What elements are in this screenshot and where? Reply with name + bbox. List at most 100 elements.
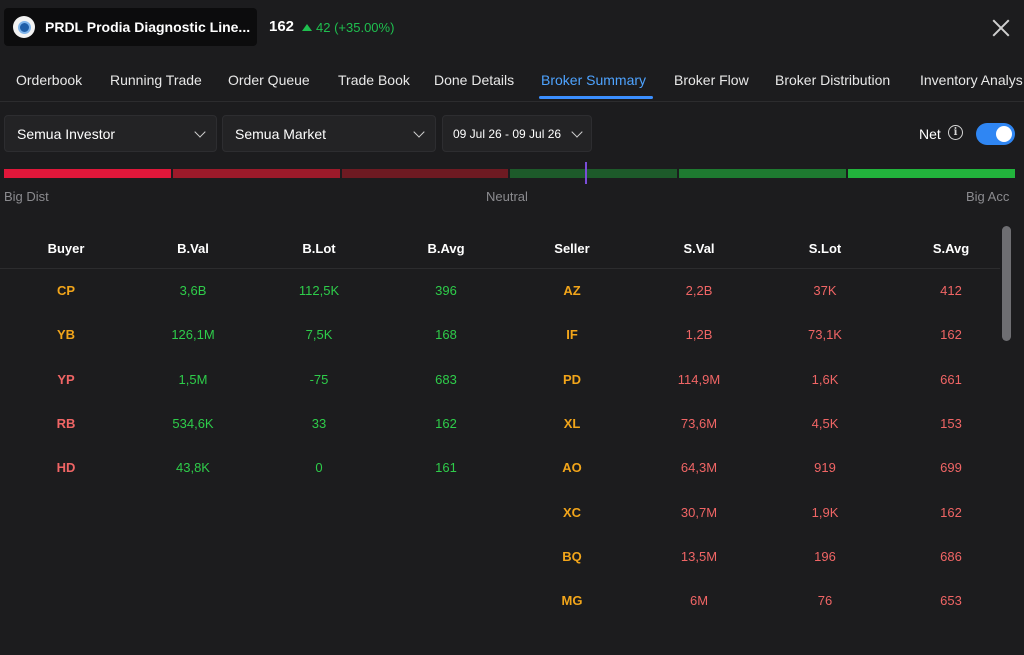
- close-icon[interactable]: [990, 17, 1012, 39]
- buyer-code: RB: [56, 415, 76, 431]
- seller-code: PD: [562, 371, 582, 387]
- seller-code: XC: [562, 504, 582, 520]
- header-buyer[interactable]: Buyer: [47, 241, 85, 256]
- toggle-knob: [996, 126, 1012, 142]
- net-label: Net: [919, 126, 941, 142]
- investor-select[interactable]: Semua Investor: [4, 115, 217, 152]
- meter-segment: [848, 169, 1015, 178]
- sell-lot: 919: [814, 460, 836, 476]
- table-row[interactable]: CP 3,6B 112,5K 396 AZ 2,2B 37K 412: [0, 283, 1000, 327]
- sell-value: 64,3M: [680, 460, 718, 476]
- sell-value: 30,7M: [680, 504, 718, 520]
- buy-average: 168: [435, 327, 457, 343]
- tab-broker-flow[interactable]: Broker Flow: [674, 72, 749, 88]
- buyer-code: HD: [56, 460, 76, 476]
- ticker-selector[interactable]: PRDL Prodia Diagnostic Line...: [4, 8, 257, 46]
- sell-average: 412: [940, 283, 962, 298]
- table-row[interactable]: XC 30,7M 1,9K 162: [0, 505, 1000, 549]
- buy-average: 683: [435, 371, 457, 387]
- buyer-code: YP: [57, 371, 75, 387]
- tab-inventory-analysis[interactable]: Inventory Analys: [920, 72, 1023, 88]
- tab-bar: Orderbook Running Trade Order Queue Trad…: [0, 58, 1024, 102]
- chevron-down-icon: [413, 125, 425, 138]
- buy-value: 534,6K: [172, 415, 214, 431]
- sell-value: 73,6M: [680, 415, 718, 431]
- header: PRDL Prodia Diagnostic Line... 162 42 (+…: [0, 0, 1024, 56]
- buy-lot: 112,5K: [298, 283, 340, 298]
- meter-segment: [341, 169, 509, 178]
- info-icon[interactable]: i: [948, 125, 963, 140]
- header-seller[interactable]: Seller: [554, 241, 590, 256]
- buy-lot: 7,5K: [305, 327, 333, 343]
- table-row[interactable]: MG 6M 76 653: [0, 593, 1000, 637]
- sell-average: 162: [940, 327, 962, 343]
- table-row[interactable]: BQ 13,5M 196 686: [0, 549, 1000, 593]
- sell-average: 661: [940, 371, 962, 387]
- chevron-down-icon: [194, 125, 206, 138]
- tab-trade-book[interactable]: Trade Book: [338, 72, 410, 88]
- sell-lot: 73,1K: [808, 327, 842, 343]
- company-logo-icon: [13, 16, 35, 38]
- buy-value: 1,5M: [178, 371, 208, 387]
- sell-value: 1,2B: [685, 327, 713, 343]
- meter-left-label: Big Dist: [4, 189, 49, 204]
- sell-value: 114,9M: [677, 371, 721, 387]
- tab-running-trade[interactable]: Running Trade: [110, 72, 202, 88]
- chevron-down-icon: [571, 125, 583, 138]
- sell-lot: 1,6K: [811, 371, 839, 387]
- ticker-name: PRDL Prodia Diagnostic Line...: [45, 19, 251, 35]
- buy-value: 43,8K: [176, 460, 210, 476]
- tab-orderbook[interactable]: Orderbook: [16, 72, 83, 88]
- buy-average: 162: [435, 415, 457, 431]
- table-row[interactable]: HD 43,8K 0 161 AO 64,3M 919 699: [0, 460, 1000, 504]
- tab-done-details[interactable]: Done Details: [434, 72, 515, 88]
- sell-lot: 37K: [813, 283, 837, 298]
- date-range-value: 09 Jul 26 - 09 Jul 26: [453, 126, 562, 141]
- sell-value: 13,5M: [680, 548, 718, 564]
- tab-broker-summary[interactable]: Broker Summary: [541, 72, 647, 88]
- header-slot[interactable]: S.Lot: [808, 241, 842, 256]
- header-blot[interactable]: B.Lot: [302, 241, 336, 256]
- meter-marker: [585, 162, 587, 184]
- meter-segment: [4, 169, 171, 178]
- seller-code: AZ: [563, 283, 581, 298]
- sell-value: 6M: [689, 593, 709, 609]
- sell-average: 686: [940, 548, 962, 564]
- buy-average: 161: [435, 460, 457, 476]
- header-savg[interactable]: S.Avg: [932, 241, 970, 256]
- sell-average: 699: [940, 460, 962, 476]
- sell-average: 153: [940, 415, 962, 431]
- seller-code: XL: [563, 415, 581, 431]
- buy-lot: 0: [315, 460, 323, 476]
- tab-broker-distribution[interactable]: Broker Distribution: [775, 72, 891, 88]
- meter-right-label: Big Acc: [966, 189, 1010, 204]
- seller-code: MG: [561, 593, 583, 609]
- sell-lot: 76: [817, 593, 833, 609]
- buy-average: 396: [435, 283, 457, 298]
- investor-select-value: Semua Investor: [17, 125, 116, 142]
- market-select[interactable]: Semua Market: [222, 115, 436, 152]
- net-toggle[interactable]: [976, 123, 1015, 145]
- scrollbar[interactable]: [1002, 226, 1011, 341]
- date-range-select[interactable]: 09 Jul 26 - 09 Jul 26: [442, 115, 592, 152]
- buy-lot: 33: [311, 415, 327, 431]
- table-row[interactable]: YB 126,1M 7,5K 168 IF 1,2B 73,1K 162: [0, 327, 1000, 371]
- meter-segment: [510, 169, 678, 178]
- buy-value: 126,1M: [171, 327, 215, 343]
- seller-code: BQ: [562, 548, 582, 564]
- seller-code: IF: [566, 327, 578, 343]
- header-sval[interactable]: S.Val: [683, 241, 715, 256]
- table-row[interactable]: YP 1,5M -75 683 PD 114,9M 1,6K 661: [0, 372, 1000, 416]
- meter-center-label: Neutral: [486, 189, 528, 204]
- table-row[interactable]: RB 534,6K 33 162 XL 73,6M 4,5K 153: [0, 416, 1000, 460]
- header-bavg[interactable]: B.Avg: [427, 241, 465, 256]
- sell-average: 653: [940, 593, 962, 609]
- meter-segment: [172, 169, 340, 178]
- header-bval[interactable]: B.Val: [177, 241, 209, 256]
- sell-lot: 196: [814, 548, 836, 564]
- buy-lot: -75: [309, 371, 329, 387]
- buyer-code: CP: [56, 283, 76, 298]
- sell-lot: 4,5K: [811, 415, 839, 431]
- meter-segment: [679, 169, 847, 178]
- tab-order-queue[interactable]: Order Queue: [228, 72, 310, 88]
